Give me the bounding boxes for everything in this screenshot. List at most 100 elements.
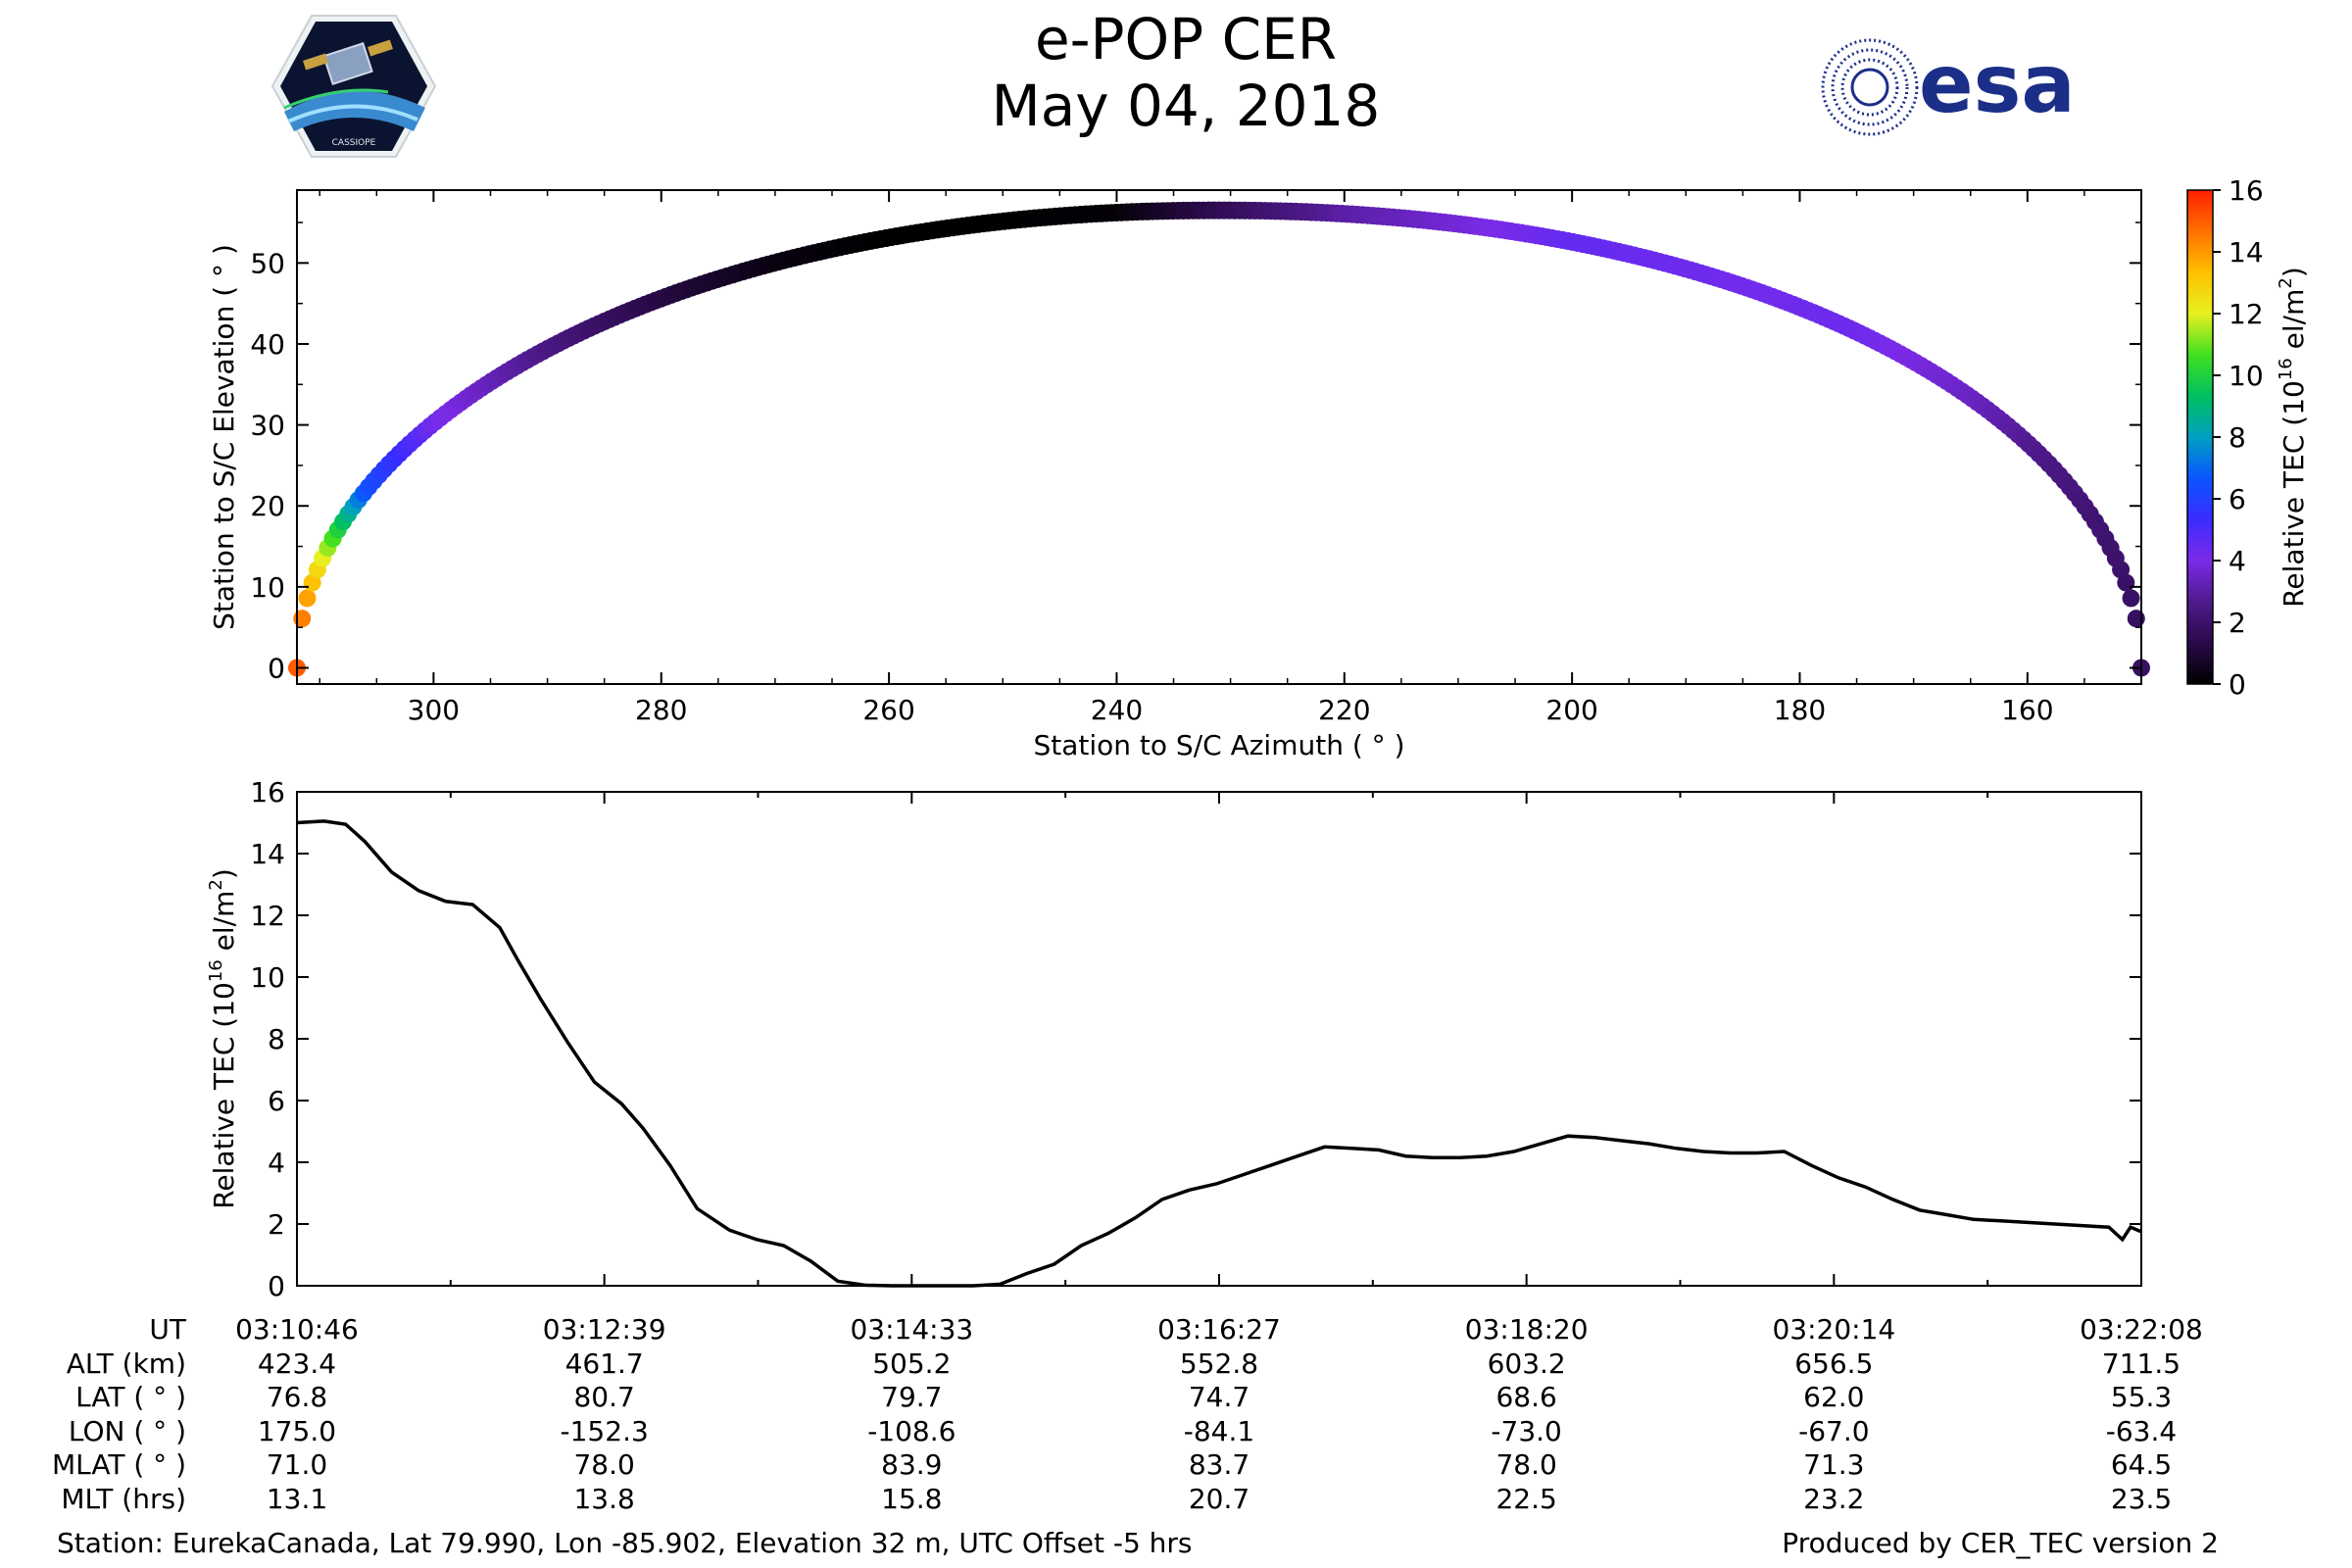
track-point bbox=[1200, 201, 1218, 220]
track-point bbox=[1896, 348, 1915, 367]
track-point bbox=[1830, 315, 1848, 333]
track-point bbox=[406, 430, 424, 449]
track-point bbox=[1415, 211, 1434, 229]
track-point bbox=[1738, 278, 1756, 297]
track-point bbox=[687, 276, 706, 295]
ephemeris-cell-lat: 79.7 bbox=[881, 1381, 943, 1413]
track-point bbox=[1784, 295, 1802, 314]
track-point bbox=[1973, 397, 1991, 416]
track-point bbox=[1645, 251, 1664, 270]
colorbar-tick-label: 6 bbox=[2229, 483, 2246, 515]
track-point bbox=[1420, 212, 1439, 230]
track-point bbox=[503, 360, 521, 378]
track-point bbox=[1517, 224, 1536, 243]
track-point bbox=[1071, 206, 1090, 224]
track-point bbox=[1779, 293, 1797, 312]
track-point bbox=[1696, 266, 1715, 284]
track-point bbox=[1758, 285, 1777, 304]
track-point bbox=[1102, 204, 1121, 222]
track-point bbox=[514, 354, 532, 372]
ephemeris-cell-mlat: 71.3 bbox=[1803, 1448, 1865, 1481]
track-point bbox=[733, 263, 752, 281]
bottom-y-tick-label: 12 bbox=[250, 900, 285, 932]
track-point bbox=[303, 573, 321, 592]
track-point bbox=[703, 271, 721, 290]
track-point bbox=[314, 549, 332, 567]
ephemeris-cell-lon: 175.0 bbox=[257, 1414, 337, 1447]
track-point bbox=[682, 278, 701, 297]
track-point bbox=[611, 306, 629, 324]
track-point bbox=[1266, 202, 1285, 220]
track-point bbox=[1492, 220, 1510, 239]
track-point bbox=[1282, 202, 1300, 220]
track-point bbox=[1584, 237, 1602, 256]
ephemeris-row-label: MLT (hrs) bbox=[61, 1482, 186, 1515]
track-point bbox=[861, 231, 880, 250]
track-point bbox=[1061, 206, 1080, 224]
track-point bbox=[1548, 229, 1567, 248]
track-point bbox=[806, 244, 824, 263]
track-point bbox=[1158, 202, 1177, 220]
track-point bbox=[1840, 319, 1859, 338]
track-point bbox=[1476, 219, 1494, 237]
track-point bbox=[1097, 204, 1115, 222]
bottom-y-tick-label: 8 bbox=[268, 1023, 285, 1055]
ephemeris-cell-lat: 68.6 bbox=[1495, 1381, 1557, 1413]
track-point bbox=[1317, 204, 1336, 222]
track-point bbox=[1496, 221, 1515, 240]
track-point bbox=[841, 236, 859, 255]
track-point bbox=[723, 266, 742, 284]
track-point bbox=[344, 498, 363, 516]
track-point bbox=[918, 222, 937, 241]
track-point bbox=[1871, 334, 1889, 353]
colorbar-tick-label: 2 bbox=[2229, 607, 2246, 639]
ephemeris-cell-alt: 552.8 bbox=[1179, 1347, 1259, 1380]
track-point bbox=[1876, 337, 1894, 356]
ephemeris-cell-ut: 03:12:39 bbox=[542, 1313, 666, 1346]
ephemeris-cell-lat: 74.7 bbox=[1188, 1381, 1250, 1413]
track-point bbox=[390, 444, 409, 463]
ephemeris-cell-mlat: 64.5 bbox=[2110, 1448, 2173, 1481]
track-point bbox=[1041, 208, 1059, 226]
track-point bbox=[1553, 230, 1572, 249]
track-point bbox=[1204, 201, 1223, 220]
track-point bbox=[528, 345, 547, 364]
track-point bbox=[2019, 435, 2037, 454]
track-point bbox=[1681, 261, 1699, 279]
track-point bbox=[739, 261, 758, 279]
track-point bbox=[1138, 202, 1156, 220]
track-point bbox=[1482, 219, 1500, 237]
track-point bbox=[1912, 357, 1931, 375]
track-point bbox=[1276, 202, 1295, 220]
track-point bbox=[1793, 299, 1812, 318]
track-point bbox=[569, 324, 588, 343]
track-point bbox=[1522, 225, 1541, 244]
produced-by: Produced by CER_TEC version 2 bbox=[1782, 1527, 2219, 1559]
track-point bbox=[620, 301, 639, 319]
track-point bbox=[1271, 202, 1290, 220]
track-point bbox=[539, 339, 558, 358]
track-point bbox=[1655, 254, 1674, 272]
ephemeris-cell-mlt: 23.5 bbox=[2110, 1482, 2173, 1515]
track-point bbox=[1010, 211, 1029, 229]
track-point bbox=[1363, 207, 1382, 225]
track-point bbox=[1287, 202, 1305, 220]
track-point bbox=[349, 491, 368, 510]
colorbar-label: Relative TEC (1016 el/m2) bbox=[2276, 267, 2310, 608]
top-x-axis-label: Station to S/C Azimuth ( ° ) bbox=[1033, 729, 1404, 761]
track-point bbox=[1220, 201, 1239, 220]
ephemeris-row-label: UT bbox=[149, 1313, 186, 1346]
track-point bbox=[1850, 324, 1869, 343]
track-point bbox=[1369, 207, 1388, 225]
track-point bbox=[1788, 297, 1807, 316]
track-point bbox=[328, 520, 347, 539]
track-point bbox=[1922, 363, 1940, 381]
track-point bbox=[339, 505, 358, 523]
track-point bbox=[498, 363, 516, 381]
top-x-ticks: 300 280 260 240 220 200 180 160 bbox=[318, 190, 2142, 726]
track-point bbox=[1123, 203, 1142, 221]
track-point bbox=[1799, 301, 1818, 319]
ephemeris-cell-alt: 711.5 bbox=[2101, 1347, 2181, 1380]
track-point bbox=[1409, 211, 1428, 229]
track-point bbox=[2039, 455, 2058, 473]
